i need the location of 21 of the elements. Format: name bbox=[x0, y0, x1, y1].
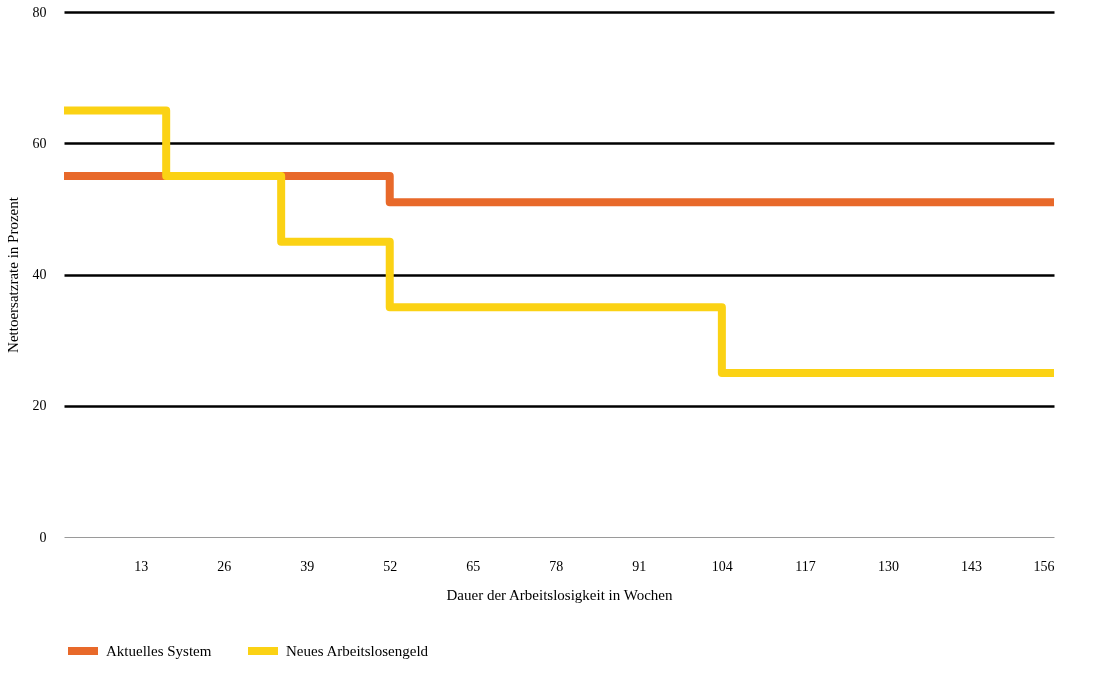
x-tick-label: 156 bbox=[1033, 558, 1055, 574]
x-tick-label: 91 bbox=[632, 558, 647, 574]
y-tick-label: 80 bbox=[32, 4, 47, 20]
y-tick-label: 60 bbox=[32, 135, 47, 151]
x-tick-label: 143 bbox=[960, 558, 982, 574]
y-tick-label: 20 bbox=[32, 398, 47, 414]
x-axis-title: Dauer der Arbeitslosigkeit in Wochen bbox=[446, 586, 673, 603]
x-tick-label: 104 bbox=[711, 558, 733, 574]
x-tick-label: 26 bbox=[217, 558, 232, 574]
y-tick-label: 0 bbox=[39, 529, 47, 545]
x-tick-label: 117 bbox=[795, 558, 816, 574]
legend-label: Aktuelles System bbox=[106, 643, 212, 659]
y-axis-title: Nettoersatzrate in Prozent bbox=[4, 196, 21, 353]
x-tick-label: 65 bbox=[466, 558, 481, 574]
y-tick-label: 40 bbox=[32, 267, 47, 282]
x-tick-label: 13 bbox=[134, 558, 149, 574]
legend-label: Neues Arbeitslosengeld bbox=[286, 643, 429, 659]
x-tick-label: 78 bbox=[549, 558, 564, 574]
x-tick-label: 39 bbox=[300, 558, 315, 574]
x-tick-label: 52 bbox=[383, 558, 398, 574]
x-tick-label: 130 bbox=[877, 558, 899, 574]
